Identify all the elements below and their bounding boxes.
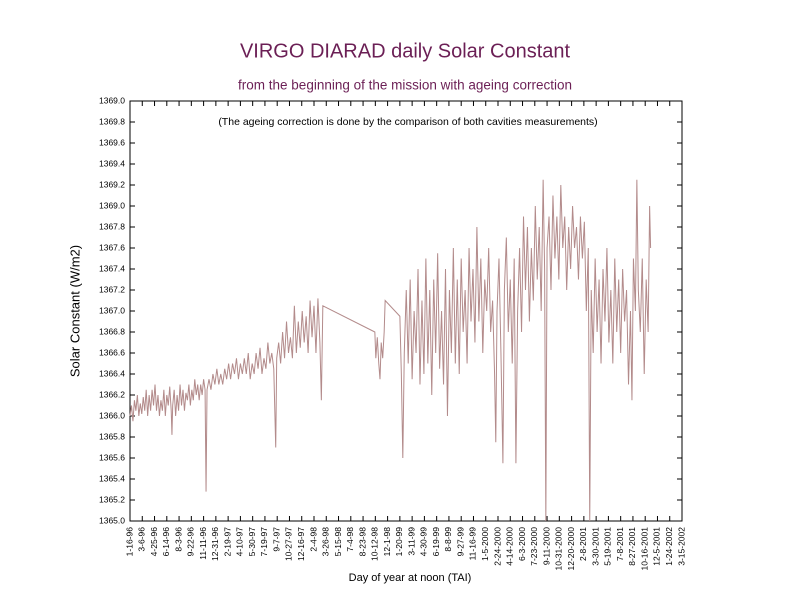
x-tick-label: 12-31-96 bbox=[210, 527, 220, 561]
y-tick-label: 1369.0 bbox=[99, 200, 125, 210]
x-tick-label: 7-4-98 bbox=[345, 527, 355, 552]
y-tick-label: 1369.6 bbox=[99, 137, 125, 147]
y-tick-label: 1365.6 bbox=[99, 452, 125, 462]
y-tick-label: 1366.0 bbox=[99, 410, 125, 420]
x-tick-label: 6-19-99 bbox=[431, 527, 441, 557]
x-tick-label: 1-20-99 bbox=[394, 527, 404, 557]
y-tick-label: 1365.2 bbox=[99, 494, 125, 504]
x-tick-label: 12-20-2000 bbox=[566, 527, 576, 571]
x-tick-label: 6-14-96 bbox=[161, 527, 171, 557]
x-tick-label: 1-5-2000 bbox=[480, 527, 490, 561]
x-tick-label: 5-30-97 bbox=[247, 527, 257, 557]
y-tick-label: 1366.6 bbox=[99, 347, 125, 357]
x-tick-label: 1-16-96 bbox=[124, 527, 134, 557]
x-tick-label: 4-14-2000 bbox=[505, 527, 515, 566]
x-tick-label: 8-3-96 bbox=[173, 527, 183, 552]
x-axis-label: Day of year at noon (TAI) bbox=[349, 572, 472, 584]
y-tick-label: 1366.4 bbox=[99, 368, 125, 378]
y-tick-label: 1365.4 bbox=[99, 473, 125, 483]
x-tick-label: 7-8-2001 bbox=[615, 527, 625, 561]
x-tick-label: 7-23-2000 bbox=[529, 527, 539, 566]
chart-title: VIRGO DIARAD daily Solar Constant bbox=[240, 40, 571, 62]
y-tick-label: 1366.8 bbox=[99, 326, 125, 336]
y-tick-label: 1367.6 bbox=[99, 242, 125, 252]
x-tick-label: 10-12-98 bbox=[370, 527, 380, 561]
x-tick-label: 2-24-2000 bbox=[492, 527, 502, 566]
x-tick-label: 3-26-98 bbox=[321, 527, 331, 557]
x-tick-label: 9-7-97 bbox=[271, 527, 281, 552]
x-tick-label: 8-27-2001 bbox=[627, 527, 637, 566]
x-tick-label: 12-1-98 bbox=[382, 527, 392, 557]
x-tick-label: 4-25-96 bbox=[149, 527, 159, 557]
y-tick-label: 1365.8 bbox=[99, 431, 125, 441]
x-tick-label: 4-30-99 bbox=[419, 527, 429, 557]
x-tick-label: 2-19-97 bbox=[222, 527, 232, 557]
x-tick-label: 5-19-2001 bbox=[603, 527, 613, 566]
y-tick-label: 1367.4 bbox=[99, 263, 125, 273]
y-tick-label: 1366.2 bbox=[99, 389, 125, 399]
x-tick-label: 12-16-97 bbox=[296, 527, 306, 561]
x-tick-label: 2-8-2001 bbox=[578, 527, 588, 561]
y-tick-label: 1369.2 bbox=[99, 179, 125, 189]
x-tick-label: 3-6-96 bbox=[137, 527, 147, 552]
x-tick-label: 10-16-2001 bbox=[639, 527, 649, 571]
y-tick-label: 1369.8 bbox=[99, 116, 125, 126]
y-tick-label: 1369.4 bbox=[99, 158, 125, 168]
x-tick-label: 3-30-2001 bbox=[590, 527, 600, 566]
x-tick-label: 3-11-99 bbox=[406, 527, 416, 556]
x-tick-label: 7-19-97 bbox=[259, 527, 269, 557]
data-line bbox=[129, 179, 652, 522]
x-tick-label: 10-31-2000 bbox=[554, 527, 564, 571]
y-tick-label: 1367.8 bbox=[99, 221, 125, 231]
x-tick-label: 2-4-98 bbox=[308, 527, 318, 552]
x-tick-label: 9-22-96 bbox=[186, 527, 196, 557]
x-tick-label: 4-10-97 bbox=[235, 527, 245, 557]
x-tick-label: 11-16-99 bbox=[468, 527, 478, 561]
y-tick-label: 1369.0 bbox=[99, 95, 125, 105]
x-tick-label: 11-11-96 bbox=[198, 527, 208, 560]
x-tick-label: 8-8-99 bbox=[443, 527, 453, 552]
chart-subtitle: from the beginning of the mission with a… bbox=[238, 78, 572, 93]
y-tick-label: 1367.2 bbox=[99, 284, 125, 294]
x-tick-label: 1-24-2002 bbox=[664, 527, 674, 566]
annotation: (The ageing correction is done by the co… bbox=[218, 116, 597, 128]
x-tick-label: 5-15-98 bbox=[333, 527, 343, 557]
x-tick-label: 9-11-2000 bbox=[541, 527, 551, 565]
y-tick-label: 1365.0 bbox=[99, 515, 125, 525]
x-tick-label: 8-23-98 bbox=[357, 527, 367, 557]
y-axis-label: Solar Constant (W/m2) bbox=[67, 245, 82, 377]
x-tick-label: 9-27-99 bbox=[455, 527, 465, 557]
x-tick-label: 3-15-2002 bbox=[676, 527, 686, 566]
x-tick-label: 6-3-2000 bbox=[517, 527, 527, 561]
x-tick-label: 12-5-2001 bbox=[652, 527, 662, 566]
y-tick-label: 1367.0 bbox=[99, 305, 125, 315]
x-tick-label: 10-27-97 bbox=[284, 527, 294, 561]
